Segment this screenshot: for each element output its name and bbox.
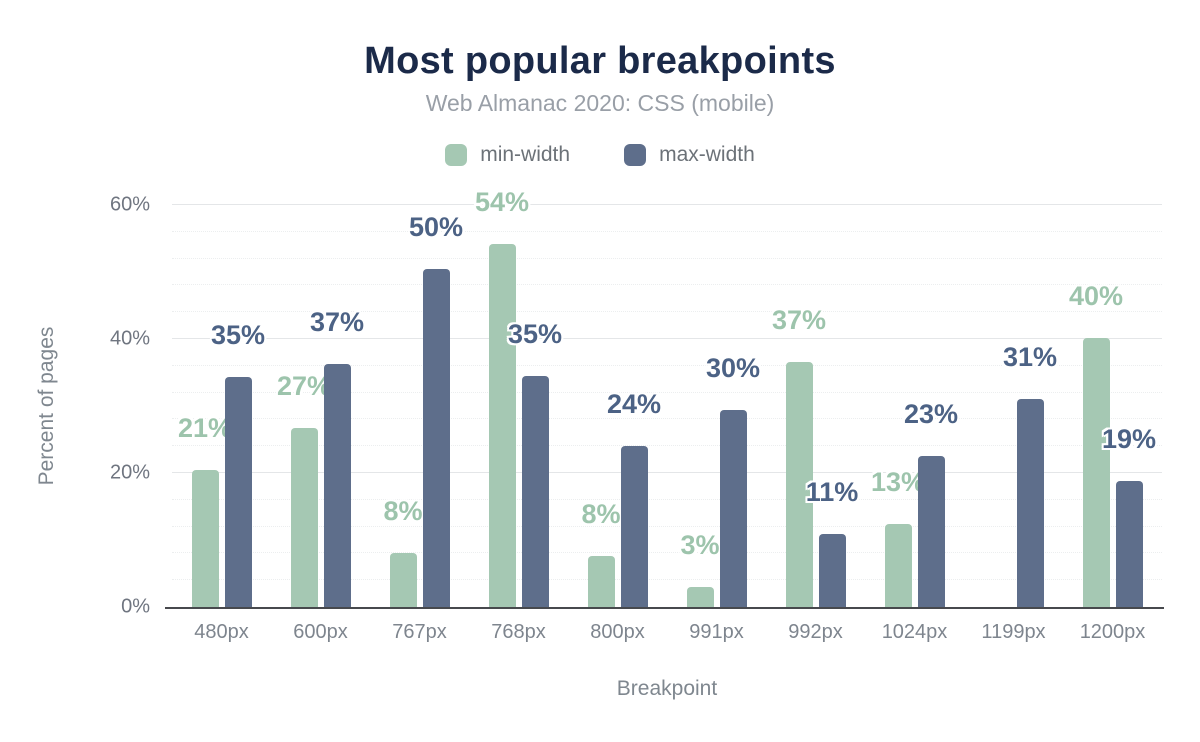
max-width-bar-768px[interactable]: 35% — [508, 320, 562, 607]
max-width-bar-label-992px: 11% — [805, 476, 859, 507]
minor-gridline — [172, 552, 1162, 554]
major-gridline — [172, 204, 1162, 205]
max-width-bar-800px[interactable]: 24% — [607, 391, 661, 607]
legend-entry-max-width[interactable]: max-width — [624, 143, 755, 167]
legend-label: min-width — [480, 143, 571, 166]
max-width-bar-label-767px: 50% — [408, 212, 464, 243]
min-width-bar-1024px[interactable]: 13% — [871, 468, 925, 607]
chart-title: Most popular breakpoints — [364, 40, 836, 82]
minor-gridline — [172, 579, 1162, 581]
minor-gridline — [172, 230, 1162, 232]
x-tick-label-1199px: 1199px — [981, 621, 1046, 643]
max-width-bar-label-800px: 24% — [606, 389, 662, 420]
bar-group-1199px: 31% 1199px — [964, 205, 1063, 643]
x-axis-title: Breakpoint — [616, 677, 718, 700]
legend-label: max-width — [659, 143, 755, 166]
max-width-bar-label-600px: 37% — [309, 306, 365, 337]
y-tick-label: 0% — [121, 595, 150, 618]
min-width-bar-label-992px: 37% — [771, 304, 827, 335]
minor-gridline — [172, 311, 1162, 313]
min-width-bar-label-768px: 54% — [474, 186, 530, 217]
y-tick-label: 60% — [109, 193, 150, 216]
bar-group-480px: 21% 35% 480px — [172, 205, 271, 643]
min-width-bar-992px[interactable]: 37% — [772, 306, 826, 607]
x-tick-label-767px: 767px — [392, 621, 447, 643]
x-tick-label-800px: 800px — [590, 621, 645, 643]
major-gridline — [172, 338, 1162, 339]
min-width-legend-swatch-icon — [445, 144, 468, 166]
y-tick-label: 20% — [109, 461, 150, 484]
x-tick-label-991px: 991px — [689, 621, 744, 643]
min-width-bar-800px[interactable]: 8% — [581, 501, 621, 607]
max-width-bar-600px[interactable]: 37% — [310, 308, 364, 607]
max-width-bar-991px[interactable]: 30% — [706, 355, 760, 607]
minor-gridline — [172, 418, 1162, 420]
bar-groups: 21% 35% 480px 27% 37% 600px 8% 50% 767px 54% 35% 76… — [172, 188, 1162, 643]
max-width-bar-label-768px: 35% — [507, 318, 563, 349]
legend-entry-min-width[interactable]: min-width — [445, 143, 570, 167]
plot-area: 21% 35% 480px 27% 37% 600px 8% 50% 767px 54% 35% 76… — [165, 188, 1164, 643]
max-width-bar-label-1199px: 31% — [1002, 342, 1058, 373]
min-width-bar-600px[interactable]: 27% — [277, 373, 331, 607]
min-width-bar-1200px[interactable]: 40% — [1069, 283, 1123, 607]
x-tick-label-600px: 600px — [293, 621, 348, 643]
min-width-bar-480px[interactable]: 21% — [178, 414, 232, 607]
bar-group-800px: 8% 24% 800px — [568, 205, 667, 643]
bar-group-767px: 8% 50% 767px — [370, 205, 469, 643]
min-width-bar-767px[interactable]: 8% — [383, 498, 423, 607]
bar-group-1200px: 40% 19% 1200px — [1063, 205, 1162, 643]
minor-gridline — [172, 364, 1162, 366]
legend: min-width max-width — [0, 143, 1200, 167]
bar-group-768px: 54% 35% 768px — [469, 188, 568, 643]
max-width-bar-992px[interactable]: 11% — [806, 478, 858, 607]
max-width-legend-swatch-icon — [624, 144, 647, 166]
min-width-bar-label-991px: 3% — [680, 529, 720, 560]
max-width-bar-480px[interactable]: 35% — [211, 321, 265, 607]
x-tick-label-1200px: 1200px — [1079, 621, 1146, 643]
min-width-bar-label-800px: 8% — [581, 499, 621, 530]
max-width-bar-label-1024px: 23% — [903, 399, 959, 430]
bar-group-600px: 27% 37% 600px — [271, 205, 370, 643]
max-width-bar-1200px[interactable]: 19% — [1102, 426, 1156, 607]
max-width-bar-767px[interactable]: 50% — [409, 214, 463, 607]
minor-gridline — [172, 445, 1162, 447]
max-width-bar-label-480px: 35% — [210, 319, 266, 350]
x-tick-label-1024px: 1024px — [881, 621, 948, 643]
minor-gridline — [172, 498, 1162, 500]
max-width-bar-1199px[interactable]: 31% — [1003, 344, 1057, 607]
minor-gridline — [172, 391, 1162, 393]
min-width-bar-768px[interactable]: 54% — [475, 188, 529, 607]
minor-gridline — [172, 525, 1162, 527]
x-axis-line — [165, 607, 1164, 609]
min-width-bar-label-767px: 8% — [383, 496, 423, 527]
bar-group-991px: 3% 30% 991px — [667, 205, 766, 643]
x-tick-label-992px: 992px — [788, 621, 843, 643]
bar-group-992px: 37% 11% 992px — [766, 205, 865, 643]
max-width-bar-label-1200px: 19% — [1101, 424, 1157, 455]
max-width-bar-label-991px: 30% — [705, 353, 761, 384]
chart-subtitle: Web Almanac 2020: CSS (mobile) — [425, 90, 775, 116]
min-width-bar-label-600px: 27% — [276, 371, 332, 402]
x-tick-label-480px: 480px — [194, 621, 249, 643]
minor-gridline — [172, 257, 1162, 259]
max-width-bar-1024px[interactable]: 23% — [904, 401, 958, 607]
bar-group-1024px: 13% 23% 1024px — [865, 205, 964, 643]
min-width-bar-991px[interactable]: 3% — [680, 531, 720, 607]
x-tick-label-768px: 768px — [491, 621, 546, 643]
min-width-bar-label-480px: 21% — [177, 412, 233, 443]
major-gridline — [172, 472, 1162, 473]
y-tick-label: 40% — [109, 327, 150, 350]
min-width-bar-label-1024px: 13% — [870, 466, 926, 497]
minor-gridline — [172, 284, 1162, 286]
min-width-bar-label-1200px: 40% — [1068, 281, 1124, 312]
